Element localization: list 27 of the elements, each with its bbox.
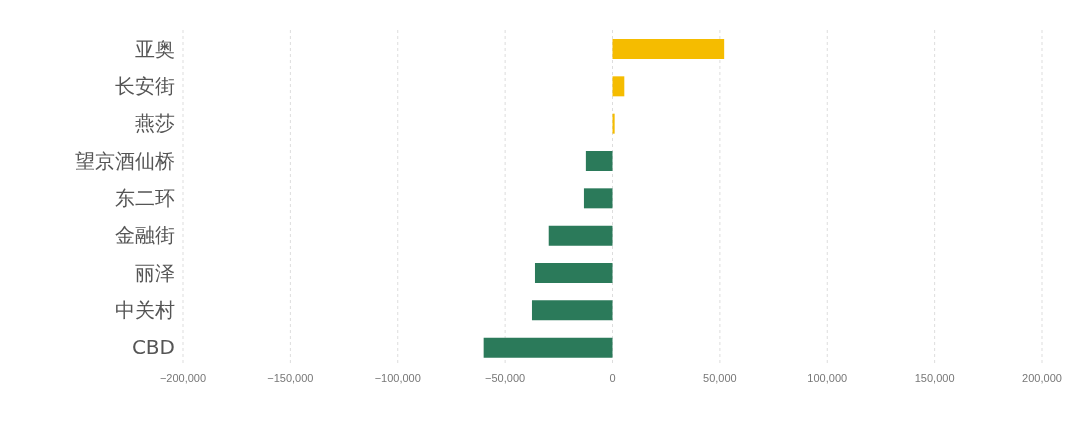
y-tick-label: 亚奥 (135, 36, 175, 61)
bar (585, 151, 613, 171)
x-tick-label: 50,000 (703, 371, 737, 384)
bar (612, 113, 615, 134)
bar (483, 337, 613, 358)
bar (534, 263, 613, 283)
y-tick-label: 丽泽 (135, 260, 175, 285)
y-tick-label: 金融街 (115, 223, 175, 248)
y-tick-label: 东二环 (115, 186, 175, 211)
x-tick-label: 0 (609, 371, 616, 384)
x-tick-label: 100,000 (807, 371, 848, 384)
bar (612, 39, 725, 59)
y-tick-label: 中关村 (115, 298, 175, 323)
bar (548, 225, 613, 246)
x-tick-label: −100,000 (374, 371, 421, 384)
x-tick-label: 200,000 (1022, 371, 1062, 384)
bar (612, 76, 625, 97)
bar (583, 188, 613, 209)
x-tick-label: −150,000 (267, 371, 314, 384)
y-tick-label: 长安街 (115, 74, 175, 99)
y-tick-label: 燕莎 (135, 111, 175, 136)
y-tick-label: CBD (131, 335, 175, 360)
x-tick-label: −50,000 (485, 371, 526, 384)
bar (531, 300, 613, 321)
x-tick-label: −200,000 (159, 371, 207, 384)
y-tick-label: 望京酒仙桥 (75, 148, 175, 173)
x-tick-label: 150,000 (914, 371, 955, 384)
